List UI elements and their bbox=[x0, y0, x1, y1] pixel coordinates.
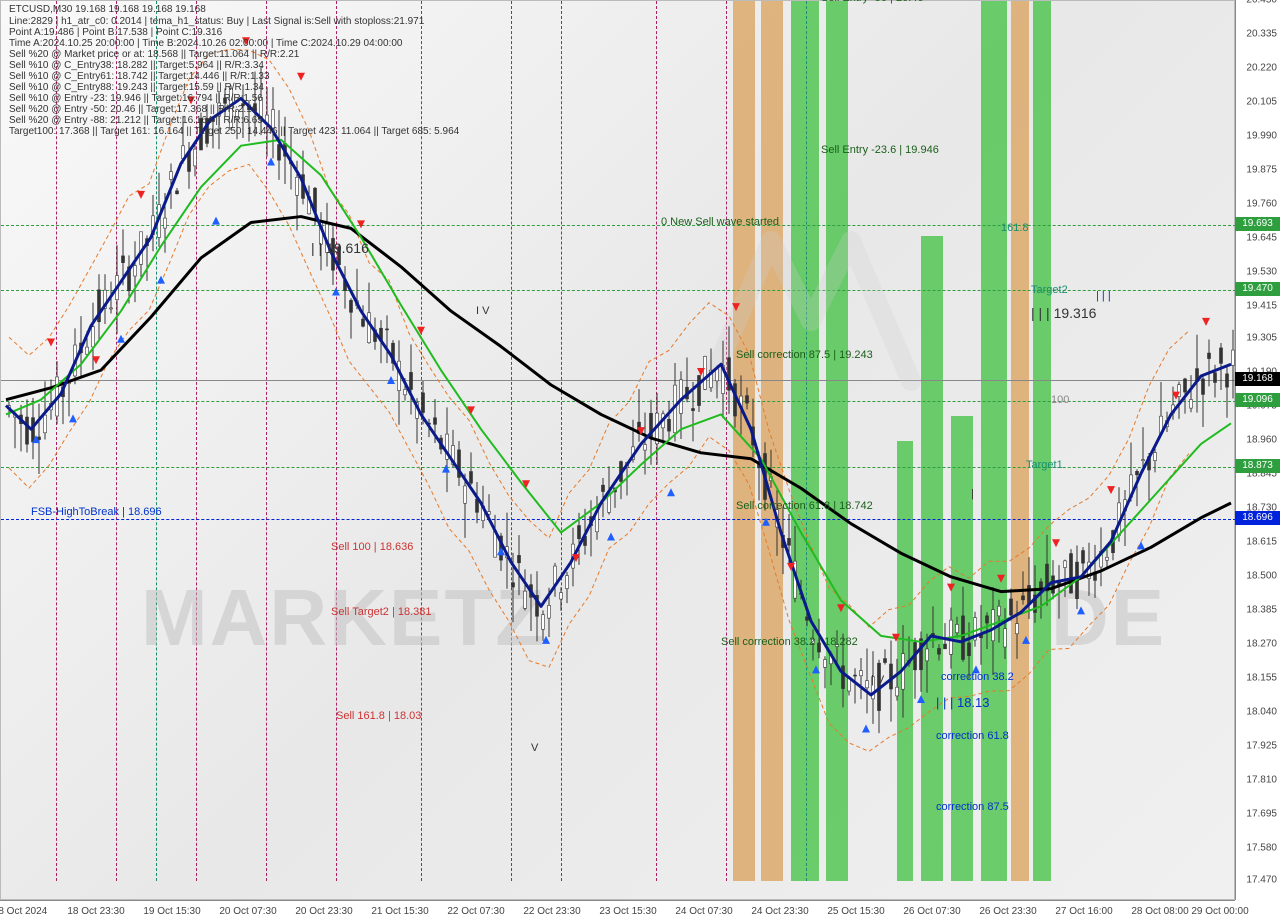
annotation: Sell Target2 | 18.381 bbox=[331, 606, 432, 618]
y-tick: 18.960 bbox=[1246, 435, 1277, 446]
y-tick: 17.580 bbox=[1246, 842, 1277, 853]
annotation: Target2 bbox=[1031, 284, 1068, 296]
y-tick: 18.040 bbox=[1246, 706, 1277, 717]
annotation: V bbox=[531, 742, 538, 754]
y-tick: 19.760 bbox=[1246, 198, 1277, 209]
annotation: correction 38.2 bbox=[941, 671, 1014, 683]
x-tick: 18 Oct 23:30 bbox=[67, 906, 124, 917]
annotation: 0 New Sell wave started bbox=[661, 216, 779, 228]
header-line: Sell %20 @ Entry -88: 21.212 || Target:1… bbox=[9, 115, 263, 126]
y-price-box: 19.470 bbox=[1235, 282, 1280, 296]
annotation: Sell correction 61.8 | 18.742 bbox=[736, 500, 873, 512]
annotation: 100 bbox=[1051, 394, 1069, 406]
annotation: | bbox=[971, 488, 974, 500]
chart-area[interactable]: ETCUSD,M30 19.168 19.168 19.168 19.168Li… bbox=[0, 0, 1235, 900]
y-tick: 17.810 bbox=[1246, 774, 1277, 785]
annotation: Sell correction 38.2 | 18.282 bbox=[721, 636, 858, 648]
x-tick: 23 Oct 15:30 bbox=[599, 906, 656, 917]
header-line: Sell %10 @ Entry -23: 19.946 || Target:1… bbox=[9, 93, 263, 104]
header-line: Point A:19.486 | Point B:17.538 | Point … bbox=[9, 27, 222, 38]
header-line: Sell %20 @ Entry -50: 20.46 || Target:17… bbox=[9, 104, 257, 115]
y-tick: 18.615 bbox=[1246, 536, 1277, 547]
annotation: 161.8 bbox=[1001, 222, 1029, 234]
x-tick: 26 Oct 23:30 bbox=[979, 906, 1036, 917]
y-tick: 19.990 bbox=[1246, 130, 1277, 141]
annotation: | V bbox=[871, 674, 884, 686]
annotation: FSB-HighToBreak | 18.696 bbox=[31, 506, 162, 518]
x-tick: 24 Oct 07:30 bbox=[675, 906, 732, 917]
annotation: correction 87.5 bbox=[936, 801, 1009, 813]
y-tick: 18.500 bbox=[1246, 570, 1277, 581]
x-tick: 24 Oct 23:30 bbox=[751, 906, 808, 917]
annotation: | | | 19.316 bbox=[1031, 305, 1096, 321]
y-price-box: 19.693 bbox=[1235, 217, 1280, 231]
annotation: Target1 bbox=[1026, 459, 1063, 471]
x-tick: 21 Oct 15:30 bbox=[371, 906, 428, 917]
annotation: Sell 161.8 | 18.03 bbox=[336, 710, 421, 722]
annotation: Sell Entry -23.6 | 19.946 bbox=[821, 144, 939, 156]
y-tick: 20.105 bbox=[1246, 96, 1277, 107]
header-line: Line:2829 | h1_atr_c0: 0.2014 | tema_h1_… bbox=[9, 16, 424, 27]
header-line: Sell %10 @ C_Entry88: 19.243 || Target:1… bbox=[9, 82, 264, 93]
x-tick: 19 Oct 15:30 bbox=[143, 906, 200, 917]
annotation: | | | bbox=[1096, 290, 1111, 302]
x-tick: 20 Oct 07:30 bbox=[219, 906, 276, 917]
y-tick: 20.220 bbox=[1246, 62, 1277, 73]
x-tick: 22 Oct 23:30 bbox=[523, 906, 580, 917]
symbol-header: ETCUSD,M30 19.168 19.168 19.168 19.168 bbox=[9, 4, 206, 15]
y-tick: 17.925 bbox=[1246, 740, 1277, 751]
x-tick: 27 Oct 16:00 bbox=[1055, 906, 1112, 917]
x-tick: 26 Oct 07:30 bbox=[903, 906, 960, 917]
y-tick: 18.270 bbox=[1246, 638, 1277, 649]
y-tick: 20.335 bbox=[1246, 28, 1277, 39]
header-line: Sell %10 @ C_Entry38: 18.282 || Target:5… bbox=[9, 60, 264, 71]
y-tick: 20.450 bbox=[1246, 0, 1277, 6]
y-tick: 18.385 bbox=[1246, 604, 1277, 615]
y-tick: 19.875 bbox=[1246, 164, 1277, 175]
annotation: | | | 18.13 bbox=[936, 695, 990, 710]
x-tick: 20 Oct 23:30 bbox=[295, 906, 352, 917]
x-tick: 18 Oct 2024 bbox=[0, 906, 47, 917]
y-axis: 20.450 20.335 20.220 20.105 19.990 19.875 19.7… bbox=[1235, 0, 1280, 900]
y-price-box: 18.873 bbox=[1235, 459, 1280, 473]
x-tick: 28 Oct 08:00 bbox=[1131, 906, 1188, 917]
annotation: Sell Entry -50 | 20.46 bbox=[821, 0, 924, 4]
y-price-box: 19.096 bbox=[1235, 393, 1280, 407]
y-tick: 17.470 bbox=[1246, 875, 1277, 886]
y-tick: 19.645 bbox=[1246, 232, 1277, 243]
x-tick: 25 Oct 15:30 bbox=[827, 906, 884, 917]
header-line: Target100: 17.368 || Target 161: 16.164 … bbox=[9, 126, 459, 137]
annotation: Sell correction 87.5 | 19.243 bbox=[736, 349, 873, 361]
header-line: Sell %20 @ Market price or at: 18.568 ||… bbox=[9, 49, 299, 60]
y-price-box: 18.696 bbox=[1235, 511, 1280, 525]
y-price-box: 19.168 bbox=[1235, 372, 1280, 386]
x-tick: 22 Oct 07:30 bbox=[447, 906, 504, 917]
y-tick: 18.155 bbox=[1246, 672, 1277, 683]
annotation: Sell 100 | 18.636 bbox=[331, 541, 413, 553]
y-tick: 19.415 bbox=[1246, 300, 1277, 311]
y-tick: 19.305 bbox=[1246, 333, 1277, 344]
annotation: | | 19.616 bbox=[311, 240, 369, 256]
x-tick: 29 Oct 00:00 bbox=[1191, 906, 1248, 917]
x-axis: 18 Oct 2024 18 Oct 23:30 19 Oct 15:30 20 Oc… bbox=[0, 900, 1235, 920]
y-tick: 17.695 bbox=[1246, 808, 1277, 819]
header-line: Time A:2024.10.25 20:00:00 | Time B:2024… bbox=[9, 38, 402, 49]
y-tick: 19.530 bbox=[1246, 266, 1277, 277]
annotation: I V bbox=[476, 305, 489, 317]
annotation: correction 61.8 bbox=[936, 730, 1009, 742]
header-line: Sell %10 @ C_Entry61: 18.742 || Target:1… bbox=[9, 71, 270, 82]
